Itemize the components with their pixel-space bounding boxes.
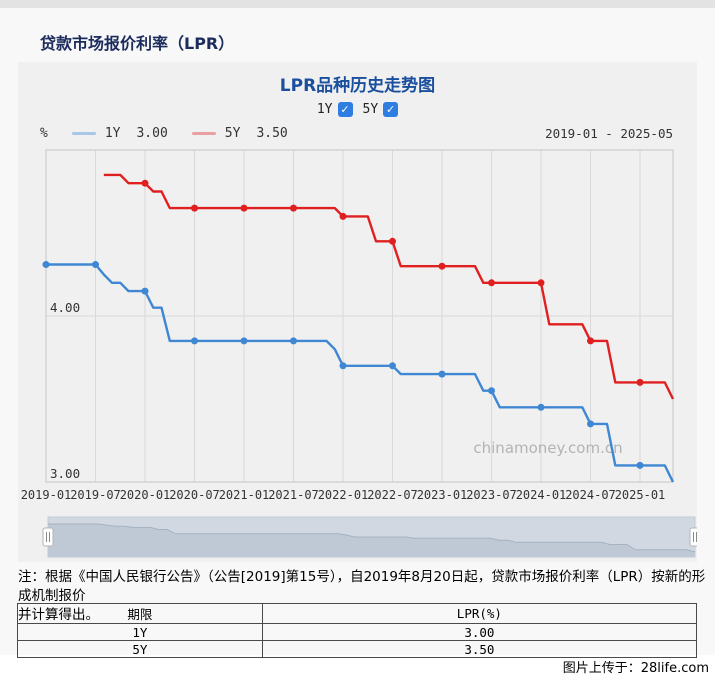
legend-value-1y: 3.00	[136, 126, 168, 141]
svg-text:2022-07: 2022-07	[367, 488, 418, 502]
table-row: 1Y 3.00	[17, 623, 698, 641]
series-markers-1y	[42, 261, 644, 469]
svg-text:2022-01: 2022-01	[318, 488, 369, 502]
table-cell-term-5y: 5Y	[17, 640, 263, 658]
x-axis-labels: 2019-012019-072020-012020-072021-012021-…	[21, 488, 666, 502]
chart-panel: LPR品种历史走势图 1Y ✓ 5Y ✓ % 1Y 3.00 5Y 3.50	[18, 62, 697, 562]
table-cell-term-1y: 1Y	[17, 623, 263, 641]
series-toggle-row: 1Y ✓ 5Y ✓	[18, 102, 697, 117]
legend-item-5y: 5Y 3.50	[191, 126, 288, 141]
table-row: 5Y 3.50	[17, 640, 698, 658]
chart-title: LPR品种历史走势图	[279, 76, 436, 96]
svg-text:2019-01: 2019-01	[21, 488, 72, 502]
table-cell-value-5y: 3.50	[261, 640, 698, 658]
series-line-5y	[103, 173, 675, 400]
svg-text:2025-01: 2025-01	[615, 488, 666, 502]
slider-right-handle[interactable]	[689, 527, 697, 547]
svg-text:2023-07: 2023-07	[466, 488, 517, 502]
plot-border	[45, 149, 674, 483]
legend-name-1y: 1Y	[104, 126, 121, 141]
svg-text:2024-07: 2024-07	[565, 488, 616, 502]
table-header-lpr: LPR(%)	[261, 603, 698, 624]
top-strip	[0, 0, 715, 8]
check-icon: ✓	[386, 103, 396, 116]
legend-row: % 1Y 3.00 5Y 3.50 2019-01 - 2025-05	[40, 126, 673, 141]
slider-left-handle[interactable]	[42, 527, 54, 547]
slider-data-line	[48, 523, 696, 553]
toggle-1y-label: 1Y	[316, 102, 333, 117]
footnote-line-1: 注：根据《中国人民银行公告》（公告[2019]第15号），自2019年8月20日…	[18, 569, 706, 604]
legend-value-5y: 3.50	[256, 126, 288, 141]
lpr-summary-table: 期限 LPR(%) 1Y 3.00 5Y 3.50	[17, 603, 698, 658]
page-title: 贷款市场报价利率（LPR）	[40, 34, 235, 53]
toggle-5y-label: 5Y	[362, 102, 379, 117]
svg-text:2020-07: 2020-07	[169, 488, 220, 502]
table-header-term: 期限	[17, 603, 263, 624]
checkbox-5y[interactable]: ✓	[383, 102, 399, 117]
image-credit: 图片上传于：28life.com	[562, 661, 709, 676]
slider-data-shadow	[48, 524, 695, 557]
svg-text:2024-01: 2024-01	[516, 488, 567, 502]
table-cell-value-1y: 3.00	[261, 623, 698, 641]
grid	[45, 150, 673, 482]
y-axis-unit-label: %	[40, 126, 48, 141]
range-slider[interactable]	[18, 513, 697, 561]
line-swatch-5y-icon	[191, 132, 216, 135]
svg-text:2023-01: 2023-01	[417, 488, 468, 502]
line-swatch-1y-icon	[71, 132, 96, 135]
legend-name-5y: 5Y	[224, 126, 241, 141]
svg-text:2019-07: 2019-07	[70, 488, 121, 502]
svg-text:2021-07: 2021-07	[268, 488, 319, 502]
watermark: chinamoney.com.cn	[473, 439, 622, 457]
series-line-1y	[46, 263, 675, 483]
checkbox-1y[interactable]: ✓	[337, 102, 353, 117]
svg-text:4.00: 4.00	[50, 300, 80, 315]
lpr-line-chart[interactable]: chinamoney.com.cn4.003.002019-012019-072…	[18, 148, 697, 508]
svg-text:2021-01: 2021-01	[219, 488, 270, 502]
svg-text:3.00: 3.00	[50, 466, 80, 481]
toggle-1y[interactable]: 1Y ✓	[317, 102, 353, 117]
series-markers-5y	[141, 179, 644, 386]
legend-item-1y: 1Y 3.00	[71, 126, 168, 141]
y-axis-labels: 4.00 3.00	[50, 300, 80, 481]
date-range-label: 2019-01 - 2025-05	[545, 126, 673, 141]
bottom-strip	[0, 655, 715, 681]
check-icon: ✓	[340, 103, 350, 116]
svg-text:2020-01: 2020-01	[120, 488, 171, 502]
table-header-row: 期限 LPR(%)	[17, 603, 698, 624]
toggle-5y[interactable]: 5Y ✓	[363, 102, 399, 117]
